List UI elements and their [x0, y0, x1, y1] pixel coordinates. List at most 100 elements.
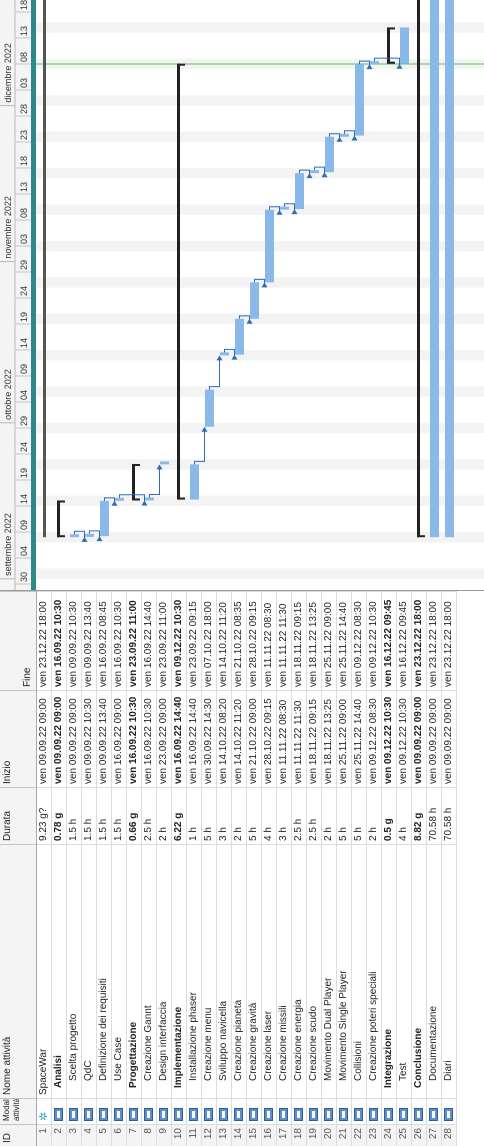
row-id[interactable]: 28 [442, 1124, 456, 1146]
task-name[interactable]: Creazione scudo [307, 844, 321, 1098]
row-mode[interactable] [172, 1098, 186, 1124]
task-end[interactable]: ven 09.12.22 08:30 [352, 591, 366, 690]
table-row[interactable]: 25 Test 4 h ven 09.12.22 10:30 ven 16.12.22 … [397, 591, 412, 1146]
task-name[interactable]: Movimento Single Player [337, 844, 351, 1098]
row-mode[interactable] [352, 1098, 366, 1124]
row-id[interactable]: 23 [367, 1124, 381, 1146]
task-start[interactable]: ven 16.09.22 10:30 [142, 690, 156, 787]
task-duration[interactable]: 1.5 h [112, 787, 126, 844]
task-end[interactable]: ven 09.12.22 10:30 [172, 591, 186, 690]
row-id[interactable]: 5 [97, 1124, 111, 1146]
row-id[interactable]: 27 [427, 1124, 441, 1146]
task-start[interactable]: ven 09.09.22 10:30 [82, 690, 96, 787]
task-end[interactable]: ven 11.11.22 08:30 [262, 591, 276, 690]
task-duration[interactable]: 5 h [247, 787, 261, 844]
task-end[interactable]: ven 16.12.22 09:45 [382, 591, 396, 690]
row-mode[interactable] [442, 1098, 456, 1124]
row-mode[interactable] [337, 1098, 351, 1124]
row-mode[interactable] [97, 1098, 111, 1124]
column-header-mode[interactable]: Modalità attivitài [0, 1098, 36, 1124]
table-row[interactable]: 6 Use Case 1.5 h ven 16.09.22 09:00 ven 16.0… [112, 591, 127, 1146]
task-end[interactable]: ven 14.10.22 11:20 [217, 591, 231, 690]
table-row[interactable]: 24 Integrazione 0.5 g ven 09.12.22 10:30 ven… [382, 591, 397, 1146]
row-mode[interactable] [217, 1098, 231, 1124]
task-start[interactable]: ven 16.09.22 14:40 [187, 690, 201, 787]
task-start[interactable]: ven 30.09.22 14:30 [202, 690, 216, 787]
row-id[interactable]: 11 [187, 1124, 201, 1146]
task-end[interactable]: ven 16.12.22 09:45 [397, 591, 411, 690]
task-start[interactable]: ven 09.12.22 10:30 [397, 690, 411, 787]
task-name[interactable]: Scelta progetto [67, 844, 81, 1098]
task-start[interactable]: ven 16.09.22 09:00 [112, 690, 126, 787]
task-duration[interactable]: 2 h [367, 787, 381, 844]
task-name[interactable]: QdC [82, 844, 96, 1098]
row-id[interactable]: 7 [127, 1124, 141, 1146]
task-start[interactable]: ven 16.09.22 14:40 [172, 690, 186, 787]
task-name[interactable]: Integrazione [382, 844, 396, 1098]
row-mode[interactable] [82, 1098, 96, 1124]
task-start[interactable]: ven 23.09.22 09:00 [157, 690, 171, 787]
task-duration[interactable]: 70.58 h [442, 787, 456, 844]
row-id[interactable]: 20 [322, 1124, 336, 1146]
task-end[interactable]: ven 07.10.22 18:00 [202, 591, 216, 690]
task-start[interactable]: ven 18.11.22 13:25 [322, 690, 336, 787]
row-id[interactable]: 21 [337, 1124, 351, 1146]
column-header-name[interactable]: Nome attività [0, 844, 36, 1098]
row-id[interactable]: 22 [352, 1124, 366, 1146]
task-start[interactable]: ven 09.12.22 08:30 [367, 690, 381, 787]
table-row[interactable]: 23 Creazione poteri speciali 2 h ven 09.12.… [367, 591, 382, 1146]
task-duration[interactable]: 70.58 h [427, 787, 441, 844]
task-name[interactable]: Definizione dei requisiti [97, 844, 111, 1098]
row-id[interactable]: 8 [142, 1124, 156, 1146]
task-duration[interactable]: 1 h [187, 787, 201, 844]
column-header-start[interactable]: Inizio [0, 690, 36, 787]
task-name[interactable]: Creazione gravità [247, 844, 261, 1098]
row-mode[interactable] [67, 1098, 81, 1124]
task-end[interactable]: ven 18.11.22 09:15 [292, 591, 306, 690]
row-id[interactable]: 15 [247, 1124, 261, 1146]
table-row[interactable]: 8 Creazione Gannt 2.5 h ven 16.09.22 10:30 v… [142, 591, 157, 1146]
task-duration[interactable]: 9.23 g? [37, 787, 51, 844]
task-duration[interactable]: 4 h [397, 787, 411, 844]
task-start[interactable]: ven 16.09.22 10:30 [127, 690, 141, 787]
row-id[interactable]: 18 [292, 1124, 306, 1146]
table-row[interactable]: 27 Documentazione 70.58 h ven 09.09.22 09:0… [427, 591, 442, 1146]
task-end[interactable]: ven 11.11.22 11:30 [277, 591, 291, 690]
table-row[interactable]: 12 Creazione menu 5 h ven 30.09.22 14:30 ven… [202, 591, 217, 1146]
row-id[interactable]: 17 [277, 1124, 291, 1146]
task-name[interactable]: Analisi [52, 844, 66, 1098]
row-id[interactable]: 16 [262, 1124, 276, 1146]
table-row[interactable]: 17 Creazione missili 3 h ven 11.11.22 08:30… [277, 591, 292, 1146]
task-duration[interactable]: 2 h [232, 787, 246, 844]
task-name[interactable]: Conclusione [412, 844, 426, 1098]
row-mode[interactable] [127, 1098, 141, 1124]
table-row[interactable]: 4 QdC 1.5 h ven 09.09.22 10:30 ven 09.09.22 … [82, 591, 97, 1146]
task-duration[interactable]: 3 h [277, 787, 291, 844]
row-mode[interactable] [277, 1098, 291, 1124]
table-row[interactable]: 22 Collisioni 5 h ven 25.11.22 14:40 ven 09.… [352, 591, 367, 1146]
task-duration[interactable]: 0.5 g [382, 787, 396, 844]
task-duration[interactable]: 1.5 h [67, 787, 81, 844]
row-id[interactable]: 2 [52, 1124, 66, 1146]
row-mode[interactable] [367, 1098, 381, 1124]
table-row[interactable]: 9 Design interfaccia 2 h ven 23.09.22 09:00… [157, 591, 172, 1146]
task-duration[interactable]: 1.5 h [97, 787, 111, 844]
task-name[interactable]: Creazione Gannt [142, 844, 156, 1098]
row-mode[interactable] [382, 1098, 396, 1124]
table-row[interactable]: 18 Creazione energia 2.5 h ven 11.11.22 11:… [292, 591, 307, 1146]
task-name[interactable]: Test [397, 844, 411, 1098]
row-mode[interactable] [52, 1098, 66, 1124]
task-duration[interactable]: 2.5 h [142, 787, 156, 844]
table-row[interactable]: 15 Creazione gravità 5 h ven 21.10.22 09:00… [247, 591, 262, 1146]
task-name[interactable]: Diari [442, 844, 456, 1098]
task-start[interactable]: ven 09.12.22 10:30 [382, 690, 396, 787]
task-end[interactable]: ven 16.09.22 10:30 [52, 591, 66, 690]
task-name[interactable]: Design interfaccia [157, 844, 171, 1098]
row-mode[interactable] [322, 1098, 336, 1124]
table-row[interactable]: 1 ✲ SpaceWar 9.23 g? ven 09.09.22 09:00 ven 2… [37, 591, 52, 1146]
task-duration[interactable]: 2.5 h [292, 787, 306, 844]
task-start[interactable]: ven 11.11.22 08:30 [277, 690, 291, 787]
row-mode[interactable] [247, 1098, 261, 1124]
task-start[interactable]: ven 14.10.22 11:20 [232, 690, 246, 787]
row-id[interactable]: 25 [397, 1124, 411, 1146]
